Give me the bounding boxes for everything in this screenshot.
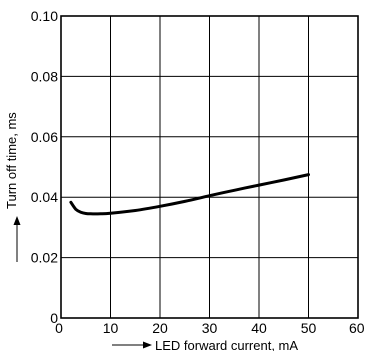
y-axis-arrowhead: [13, 216, 21, 225]
series-line: [69, 173, 310, 216]
grid: [61, 16, 358, 318]
y-tick-label: 0.10: [31, 8, 58, 24]
y-tick-label: 0.06: [31, 129, 58, 145]
x-tick-labels: 0 10 20 30 40 50 60: [55, 320, 365, 336]
x-tick-label: 10: [103, 320, 119, 336]
x-tick-label: 0: [55, 320, 63, 336]
y-tick-label: 0.04: [31, 189, 58, 205]
plot-frame: [60, 15, 359, 319]
x-axis-arrowhead: [143, 341, 152, 349]
x-tick-label: 60: [349, 320, 365, 336]
y-axis-label: Turn off time, ms: [4, 112, 19, 209]
y-tick-labels: 0 0.02 0.04 0.06 0.08 0.10: [31, 8, 58, 326]
x-tick-label: 20: [152, 320, 168, 336]
x-tick-label: 40: [251, 320, 267, 336]
x-tick-label: 50: [301, 320, 317, 336]
y-axis-label-group: Turn off time, ms: [4, 112, 21, 262]
y-tick-label: 0.08: [31, 68, 58, 84]
y-tick-label: 0: [50, 310, 58, 326]
y-tick-label: 0.02: [31, 250, 58, 266]
x-axis-label-group: LED forward current, mA: [112, 338, 298, 351]
x-axis-label: LED forward current, mA: [155, 338, 298, 351]
x-tick-label: 30: [202, 320, 218, 336]
